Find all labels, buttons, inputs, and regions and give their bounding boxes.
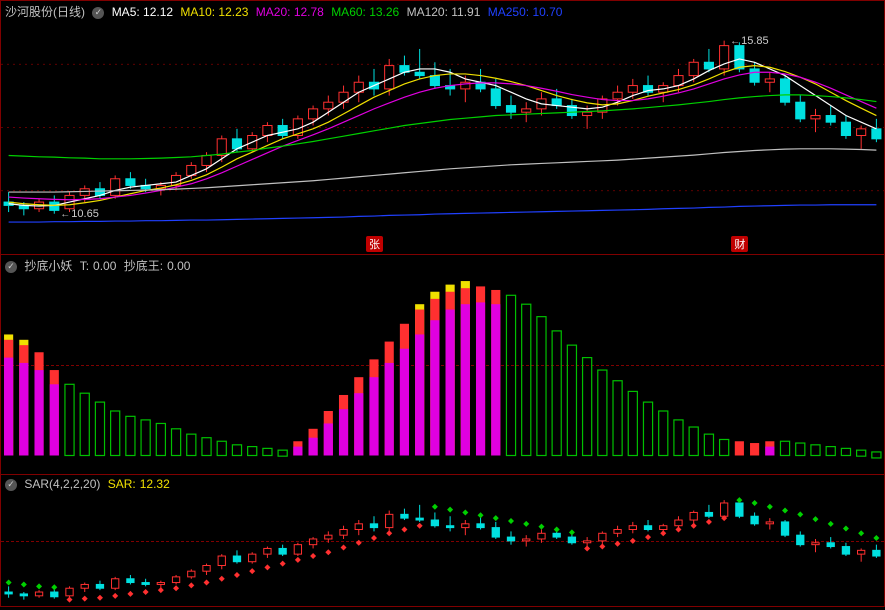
gear-icon[interactable]: ✓ xyxy=(5,261,17,273)
sar-val: 12.32 xyxy=(140,477,170,491)
main-header: 沙河股份(日线) ✓ MA5: 12.12 MA10: 12.23 MA20: … xyxy=(5,3,570,20)
vol-cd-label: 抄底王: xyxy=(124,259,163,273)
main-candle-chart[interactable]: 沙河股份(日线) ✓ MA5: 12.12 MA10: 12.23 MA20: … xyxy=(0,0,885,255)
ma-label: MA10: 12.23 xyxy=(180,5,248,19)
vol-title: 抄底小妖 xyxy=(24,259,72,273)
ma-label: MA20: 12.78 xyxy=(256,5,324,19)
high-price-marker: 15.85 xyxy=(730,35,769,47)
vol-svg xyxy=(1,255,884,474)
vol-cd-val: 0.00 xyxy=(167,259,190,273)
vol-t-val: 0.00 xyxy=(93,259,116,273)
ma-label: MA120: 11.91 xyxy=(407,5,481,19)
vol-header: ✓ 抄底小妖 T: 0.00 抄底王: 0.00 xyxy=(5,257,194,274)
vol-t-label: T: xyxy=(80,259,89,273)
gear-icon[interactable]: ✓ xyxy=(5,479,17,491)
sar-svg xyxy=(1,475,884,606)
low-price-marker: 10.65 xyxy=(60,208,99,220)
ma-label: MA60: 13.26 xyxy=(331,5,399,19)
ma-label: MA5: 12.12 xyxy=(112,5,173,19)
sar-title: SAR(4,2,2,20) xyxy=(24,477,100,491)
sar-chart[interactable]: ✓ SAR(4,2,2,20) SAR: 12.32 xyxy=(0,475,885,607)
indicator-chart[interactable]: ✓ 抄底小妖 T: 0.00 抄底王: 0.00 xyxy=(0,255,885,475)
sar-header: ✓ SAR(4,2,2,20) SAR: 12.32 xyxy=(5,477,174,491)
stock-title: 沙河股份(日线) xyxy=(5,5,85,19)
ma-label: MA250: 10.70 xyxy=(488,5,563,19)
gear-icon[interactable]: ✓ xyxy=(92,7,104,19)
event-badge[interactable]: 张 xyxy=(366,236,383,252)
event-badge[interactable]: 财 xyxy=(731,236,748,252)
sar-label: SAR: xyxy=(108,477,136,491)
